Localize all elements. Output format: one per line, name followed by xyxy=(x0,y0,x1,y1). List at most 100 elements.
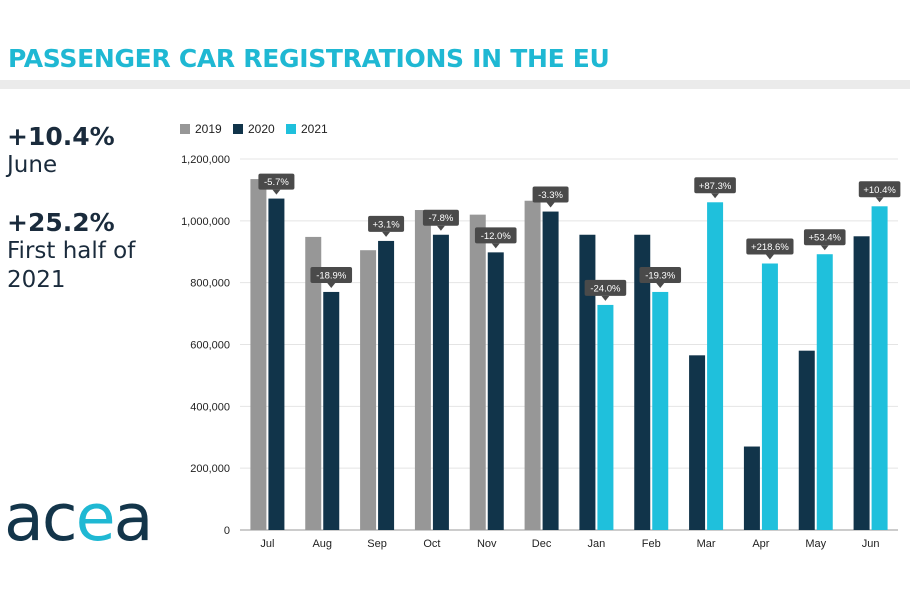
legend-swatch xyxy=(286,124,296,134)
y-tick-label: 600,000 xyxy=(190,340,230,352)
bar-2020-feb xyxy=(634,234,651,530)
bar-2021-apr xyxy=(761,263,778,530)
x-tick-label: Nov xyxy=(477,538,497,550)
title-underline xyxy=(0,80,910,89)
bar-2021-feb xyxy=(652,291,669,530)
first-half-change-value: +25.2% xyxy=(7,208,115,237)
change-bubble xyxy=(532,186,569,203)
change-bubble xyxy=(368,215,405,232)
x-tick-label: Mar xyxy=(697,538,716,550)
change-bubble-pointer xyxy=(711,193,720,199)
bar-2020-jul xyxy=(268,198,285,530)
bar-2020-jun xyxy=(853,236,870,530)
change-bubble-text: +53.4% xyxy=(809,233,842,244)
page-title: PASSENGER CAR REGISTRATIONS IN THE EU xyxy=(8,44,610,73)
change-label-jan: -24.0% xyxy=(584,279,627,301)
y-tick-label: 1,000,000 xyxy=(181,216,230,228)
bar-2020-oct xyxy=(432,234,449,530)
change-bubble xyxy=(474,227,517,244)
legend-label: 2020 xyxy=(248,122,275,136)
change-bubble-text: +218.6% xyxy=(751,242,789,253)
change-label-apr: +218.6% xyxy=(746,238,794,260)
bar-2019-dec xyxy=(524,200,541,531)
change-bubble-pointer xyxy=(382,231,391,237)
change-bubble xyxy=(639,266,682,283)
legend-item-2020: 2020 xyxy=(233,122,275,136)
legend-swatch xyxy=(180,124,190,134)
legend-item-2021: 2021 xyxy=(286,122,328,136)
change-bubble-pointer xyxy=(491,243,500,249)
x-tick-label: Apr xyxy=(752,538,769,550)
june-stat: +10.4% June xyxy=(7,122,115,180)
change-bubble-text: -12.0% xyxy=(481,231,512,242)
change-bubble-pointer xyxy=(656,282,665,288)
change-bubble-pointer xyxy=(875,197,884,203)
change-bubble xyxy=(422,209,459,226)
bar-2020-dec xyxy=(542,211,559,530)
y-tick-label: 800,000 xyxy=(190,278,230,290)
bar-2020-nov xyxy=(487,252,504,530)
change-bubble-text: +87.3% xyxy=(699,181,732,192)
change-bubble xyxy=(258,173,295,190)
change-bubble-pointer xyxy=(546,202,555,208)
x-tick-label: Jun xyxy=(862,538,880,550)
legend-item-2019: 2019 xyxy=(180,122,222,136)
change-bubble xyxy=(803,229,846,246)
change-bubble-text: -19.3% xyxy=(645,270,676,281)
change-label-sep: +3.1% xyxy=(368,215,405,237)
legend-label: 2019 xyxy=(195,122,222,136)
change-label-may: +53.4% xyxy=(803,229,846,251)
change-bubble-pointer xyxy=(820,245,829,251)
x-tick-label: Aug xyxy=(312,538,332,550)
bar-2021-mar xyxy=(707,202,724,531)
bar-2021-may xyxy=(816,254,833,530)
bar-2019-sep xyxy=(360,250,377,530)
bar-2020-apr xyxy=(743,446,760,530)
y-tick-label: 400,000 xyxy=(190,401,230,413)
bar-2020-sep xyxy=(378,240,395,530)
bar-2021-jun xyxy=(871,206,888,531)
change-bubble xyxy=(858,181,901,198)
change-label-oct: -7.8% xyxy=(422,209,459,231)
change-bubble-pointer xyxy=(601,295,610,301)
first-half-change-label: First half of 2021 xyxy=(7,238,136,293)
bar-2021-jan xyxy=(597,304,614,530)
change-bubble-text: -24.0% xyxy=(590,283,621,294)
june-change-value: +10.4% xyxy=(7,122,115,151)
x-tick-label: Jan xyxy=(588,538,606,550)
x-tick-label: Sep xyxy=(367,538,387,550)
change-bubble xyxy=(694,177,736,194)
bar-2020-aug xyxy=(323,291,340,530)
change-bubble xyxy=(584,279,627,296)
bar-2020-may xyxy=(798,350,815,530)
change-bubble-text: -18.9% xyxy=(316,270,347,281)
change-label-feb: -19.3% xyxy=(639,266,682,288)
x-tick-label: Feb xyxy=(642,538,661,550)
change-bubble-text: +10.4% xyxy=(863,185,896,196)
bar-2019-oct xyxy=(414,210,431,530)
change-bubble-text: +3.1% xyxy=(372,219,400,230)
change-label-jul: -5.7% xyxy=(258,173,295,195)
change-bubble-pointer xyxy=(272,189,281,195)
logo-text-suffix: a xyxy=(113,481,154,556)
logo-text-prefix: ac xyxy=(4,481,78,556)
y-tick-label: 0 xyxy=(224,525,230,537)
bar-2019-nov xyxy=(469,214,486,530)
change-label-aug: -18.9% xyxy=(310,266,353,288)
bar-2020-jan xyxy=(579,234,596,530)
acea-logo: acea xyxy=(4,486,153,551)
change-bubble-text: -3.3% xyxy=(538,190,563,201)
y-tick-label: 1,200,000 xyxy=(181,154,230,166)
change-label-mar: +87.3% xyxy=(694,177,736,199)
logo-text-accent: e xyxy=(75,481,116,556)
june-change-label: June xyxy=(7,152,58,178)
bar-2019-aug xyxy=(305,236,322,530)
y-tick-label: 200,000 xyxy=(190,463,230,475)
first-half-stat: +25.2% First half of 2021 xyxy=(7,208,137,295)
legend-label: 2021 xyxy=(301,122,328,136)
change-bubble-text: -7.8% xyxy=(429,213,454,224)
change-label-jun: +10.4% xyxy=(858,181,901,203)
change-bubble xyxy=(310,266,353,283)
x-tick-label: Dec xyxy=(532,538,552,550)
